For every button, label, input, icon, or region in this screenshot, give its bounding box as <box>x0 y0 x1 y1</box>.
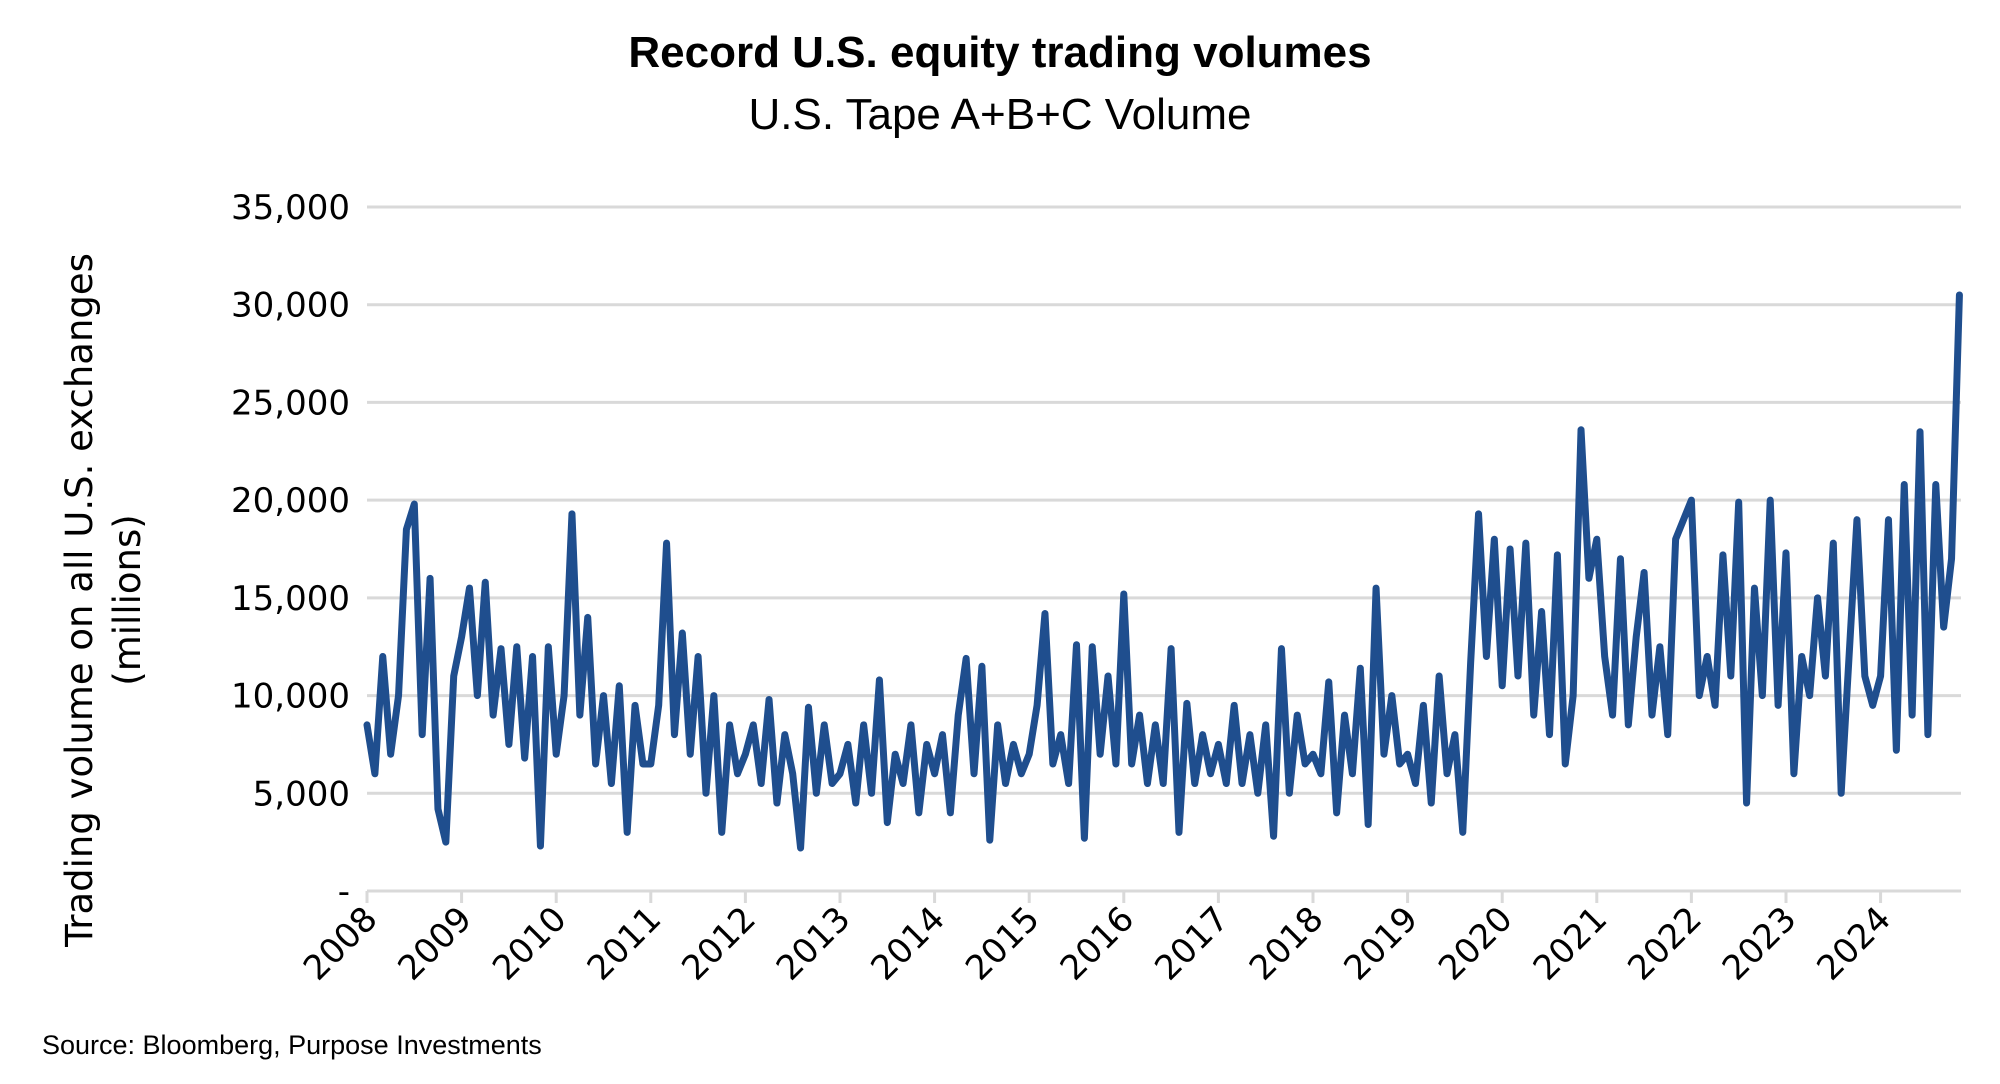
chart-title: Record U.S. equity trading volumes <box>628 28 1372 77</box>
x-tick-label: 2013 <box>769 899 858 988</box>
y-tick-label: 10,000 <box>231 677 350 717</box>
x-tick-label: 2023 <box>1715 899 1804 988</box>
x-tick-label: 2018 <box>1242 899 1331 988</box>
volume-series-line <box>363 291 1963 852</box>
x-tick-label: 2022 <box>1620 899 1709 988</box>
y-tick-label: - <box>338 872 350 912</box>
x-tick-label: 2024 <box>1809 899 1898 988</box>
x-tick-label: 2017 <box>1147 899 1236 988</box>
y-axis-label: Trading volume on all U.S. exchanges <box>58 253 101 948</box>
chart-subtitle: U.S. Tape A+B+C Volume <box>748 90 1252 139</box>
source-note: Source: Bloomberg, Purpose Investments <box>42 1030 542 1060</box>
x-tick-label: 2008 <box>296 899 385 988</box>
x-tick-label: 2010 <box>485 899 574 988</box>
x-tick-label: 2016 <box>1053 899 1142 988</box>
x-tick-label: 2009 <box>390 899 479 988</box>
x-tick-label: 2014 <box>863 899 952 988</box>
y-tick-label: 5,000 <box>253 774 350 814</box>
x-tick-label: 2020 <box>1431 899 1520 988</box>
y-tick-label: 25,000 <box>231 383 350 423</box>
x-tick-label: 2011 <box>580 899 669 988</box>
x-tick-label: 2015 <box>958 899 1047 988</box>
y-tick-label: 30,000 <box>231 286 350 326</box>
y-axis-unit-label: (millions) <box>106 514 149 685</box>
y-tick-label: 15,000 <box>231 579 350 619</box>
x-tick-label: 2019 <box>1336 899 1425 988</box>
x-tick-label: 2021 <box>1526 899 1615 988</box>
x-tick-label: 2012 <box>674 899 763 988</box>
y-tick-label: 20,000 <box>231 481 350 521</box>
y-tick-label: 35,000 <box>231 188 350 228</box>
